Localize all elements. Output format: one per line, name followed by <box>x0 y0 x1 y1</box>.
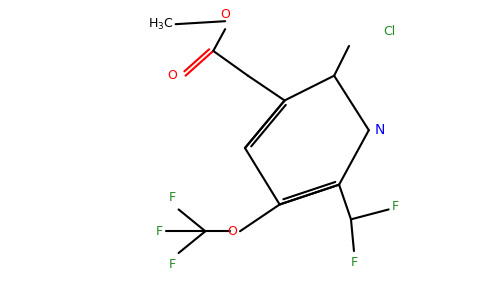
Text: Cl: Cl <box>384 25 396 38</box>
Text: O: O <box>227 225 237 238</box>
Text: N: N <box>375 123 385 137</box>
Text: F: F <box>168 191 176 205</box>
Text: F: F <box>156 225 163 238</box>
Text: H$_3$C: H$_3$C <box>148 16 174 32</box>
Text: F: F <box>168 258 176 271</box>
Text: F: F <box>392 200 399 213</box>
Text: F: F <box>350 256 358 269</box>
Text: O: O <box>220 8 230 21</box>
Text: O: O <box>168 69 178 82</box>
